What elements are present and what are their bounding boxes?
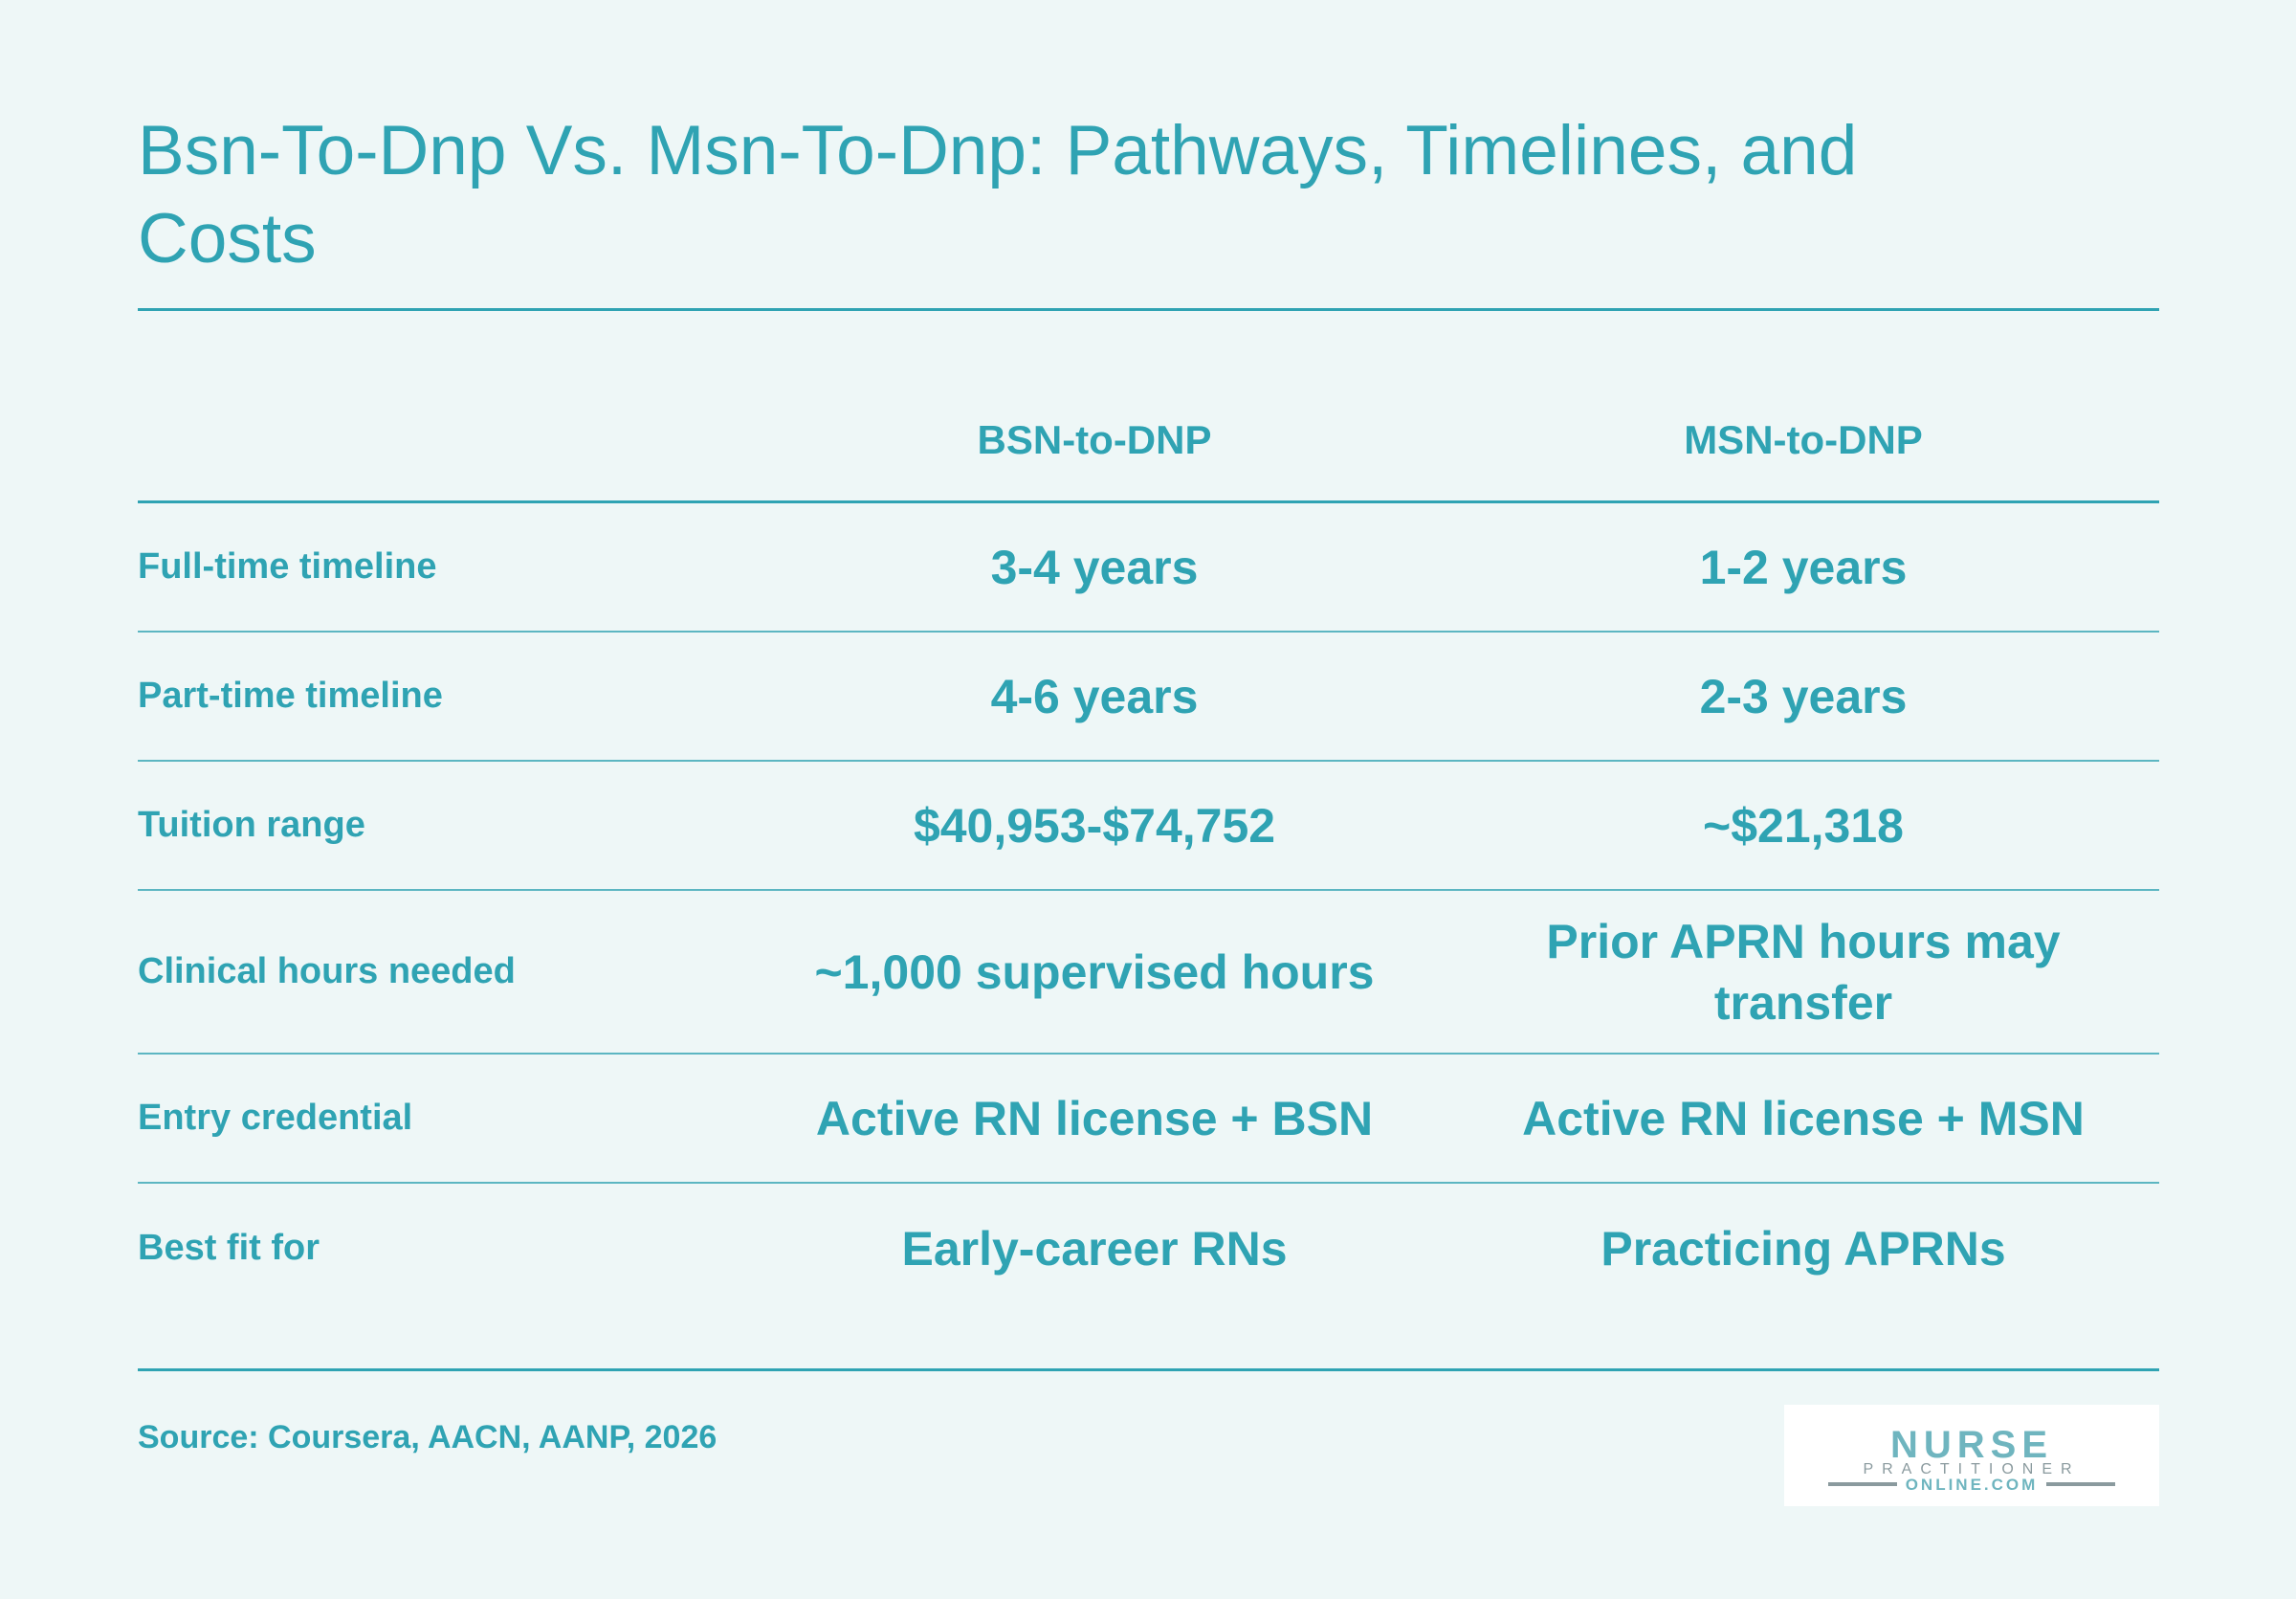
source-note: Source: Coursera, AACN, AANP, 2026 bbox=[138, 1419, 718, 1455]
msn-cell: Prior APRN hours may transfer bbox=[1449, 891, 2157, 1053]
msn-cell: Practicing APRNs bbox=[1601, 1221, 2006, 1276]
row-label: Entry credential bbox=[138, 1098, 413, 1138]
msn-cell: Active RN license + MSN bbox=[1522, 1091, 2085, 1145]
table-row-entry-credential: Entry credential Active RN license + BSN… bbox=[138, 1055, 2159, 1184]
bsn-cell: 4-6 years bbox=[990, 669, 1199, 723]
table-row-full-time-timeline: Full-time timeline 3-4 years 1-2 years bbox=[138, 503, 2159, 633]
title-divider bbox=[138, 308, 2159, 311]
table-row-best-fit-for: Best fit for Early-career RNs Practicing… bbox=[138, 1184, 2159, 1313]
msn-cell: ~$21,318 bbox=[1703, 798, 1904, 853]
column-header-msn-to-dnp: MSN-to-DNP bbox=[1684, 417, 1923, 462]
logo-wordmark-practitioner: PRACTITIONER bbox=[1863, 1461, 2080, 1477]
bsn-cell: ~1,000 supervised hours bbox=[814, 944, 1375, 999]
row-label: Best fit for bbox=[138, 1228, 320, 1268]
row-label: Full-time timeline bbox=[138, 546, 437, 587]
row-label: Part-time timeline bbox=[138, 676, 443, 716]
bsn-cell: $40,953-$74,752 bbox=[913, 798, 1276, 853]
column-header-bsn-to-dnp: BSN-to-DNP bbox=[977, 417, 1212, 462]
table-row-clinical-hours-needed: Clinical hours needed ~1,000 supervised … bbox=[138, 891, 2159, 1055]
bsn-cell: 3-4 years bbox=[990, 540, 1199, 594]
bsn-cell: Early-career RNs bbox=[901, 1221, 1288, 1276]
logo-wordmark-online: ONLINE.COM bbox=[1906, 1476, 2039, 1494]
msn-cell: 2-3 years bbox=[1699, 669, 1908, 723]
row-label: Tuition range bbox=[138, 805, 365, 845]
header-divider bbox=[138, 500, 2159, 503]
row-label: Clinical hours needed bbox=[138, 951, 516, 991]
msn-cell-text: Prior APRN hours may transfer bbox=[1546, 914, 2061, 1030]
page-title: Bsn-To-Dnp Vs. Msn-To-Dnp: Pathways, Tim… bbox=[138, 112, 1858, 278]
logo-wordmark-nurse: NURSE bbox=[1890, 1424, 2053, 1466]
table-row-part-time-timeline: Part-time timeline 4-6 years 2-3 years bbox=[138, 633, 2159, 762]
nurse-practitioner-online-logo: NURSE PRACTITIONER ONLINE.COM bbox=[1784, 1405, 2159, 1506]
bsn-cell: Active RN license + BSN bbox=[815, 1091, 1374, 1145]
table-row-tuition-range: Tuition range $40,953-$74,752 ~$21,318 bbox=[138, 762, 2159, 891]
footer-divider bbox=[138, 1368, 2159, 1371]
msn-cell: 1-2 years bbox=[1699, 540, 1908, 594]
